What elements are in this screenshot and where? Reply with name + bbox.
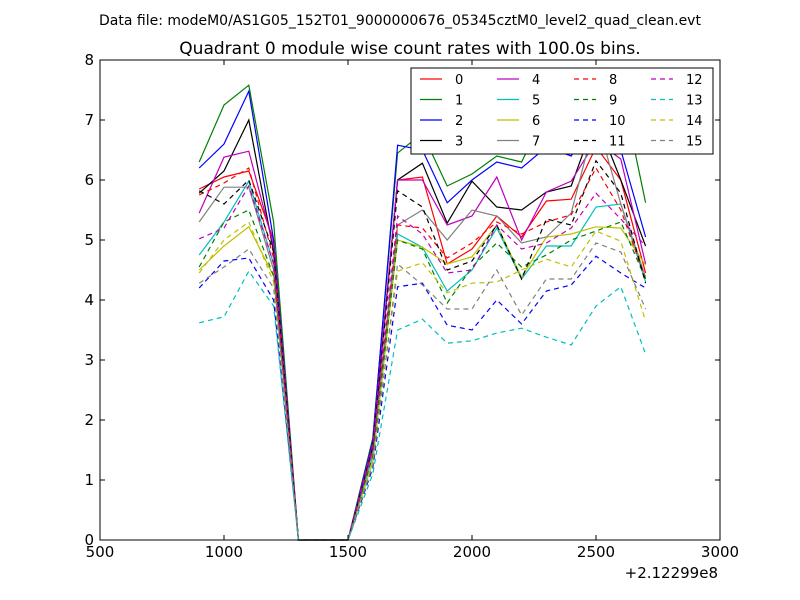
legend-label-3: 3 xyxy=(455,135,463,150)
series-line-5 xyxy=(198,179,647,541)
y-tick-label: 6 xyxy=(84,171,94,189)
y-tick-label: 3 xyxy=(84,351,94,369)
series-line-15 xyxy=(198,242,647,541)
y-tick-label: 1 xyxy=(84,471,94,489)
legend-label-6: 6 xyxy=(532,114,540,129)
series-line-13 xyxy=(199,270,647,541)
series-line-2 xyxy=(198,89,647,541)
legend-label-10: 10 xyxy=(609,114,626,129)
legend-label-7: 7 xyxy=(532,135,540,150)
legend-label-2: 2 xyxy=(455,114,463,129)
legend-label-14: 14 xyxy=(686,114,703,129)
legend-label-0: 0 xyxy=(455,73,463,88)
y-tick-label: 8 xyxy=(84,51,94,69)
series-line-9 xyxy=(198,209,647,541)
legend-label-13: 13 xyxy=(686,94,703,109)
x-tick-label: 1000 xyxy=(205,543,243,561)
series-line-4 xyxy=(198,140,647,541)
x-tick-label: 3000 xyxy=(701,543,739,561)
x-tick-label: 1500 xyxy=(329,543,367,561)
legend-label-12: 12 xyxy=(686,73,703,88)
series-line-6 xyxy=(198,223,647,541)
legend-label-9: 9 xyxy=(609,94,617,109)
series-layer xyxy=(198,68,647,541)
x-tick-label: 2000 xyxy=(453,543,491,561)
legend-frame xyxy=(410,67,714,155)
y-tick-label: 5 xyxy=(84,231,94,249)
legend-label-11: 11 xyxy=(609,135,626,150)
y-tick-label: 4 xyxy=(84,291,94,309)
series-line-14 xyxy=(198,221,647,541)
legend-label-1: 1 xyxy=(455,94,463,109)
series-line-8 xyxy=(198,166,647,541)
y-tick-label: 0 xyxy=(84,531,94,549)
legend-label-5: 5 xyxy=(532,94,540,109)
y-tick-label: 2 xyxy=(84,411,94,429)
y-tick-label: 7 xyxy=(84,111,94,129)
legend-label-4: 4 xyxy=(532,73,540,88)
x-offset-label: +2.12299e8 xyxy=(625,564,718,582)
x-tick-label: 2500 xyxy=(577,543,615,561)
legend-label-8: 8 xyxy=(609,73,617,88)
chart-title: Quadrant 0 module wise count rates with … xyxy=(179,39,640,59)
x-tick-label: 500 xyxy=(86,543,115,561)
legend-label-15: 15 xyxy=(686,135,703,150)
series-line-11 xyxy=(198,159,647,541)
series-line-0 xyxy=(198,145,647,541)
data-file-caption: Data file: modeM0/AS1G05_152T01_90000006… xyxy=(99,13,701,29)
series-line-12 xyxy=(198,184,647,541)
series-line-10 xyxy=(198,255,646,541)
